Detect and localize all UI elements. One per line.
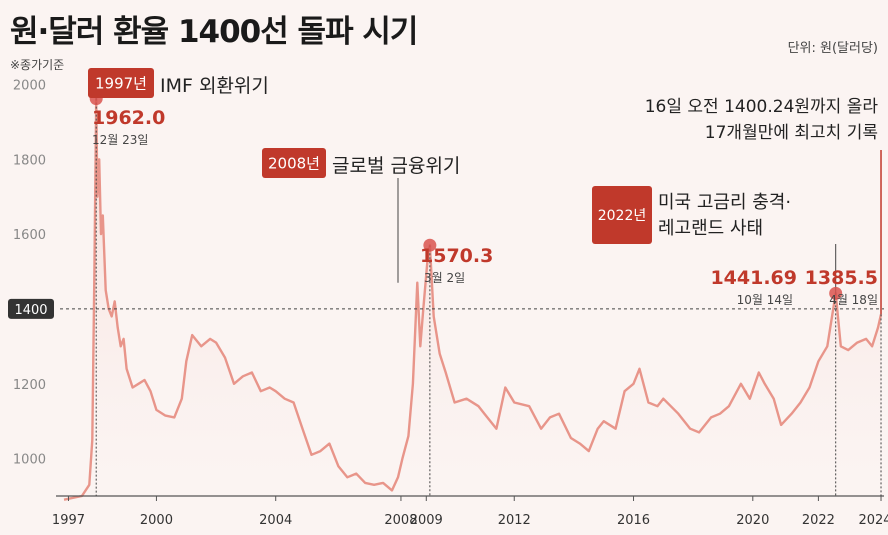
unit-label: 단위: 원(달러당) [787,41,878,56]
y-tick-label: 1800 [13,153,46,168]
ann2022-date: 10월 14일 [737,293,793,307]
x-tick-label: 2009 [410,513,443,528]
ann2008-value: 1570.3 [420,245,493,267]
x-tick-label: 2016 [617,513,650,528]
basis-note: ※종가기준 [10,58,65,72]
y-tick-label: 2000 [13,78,46,93]
x-tick-label: 2020 [736,513,769,528]
ann2024-value: 1385.5 [805,267,878,289]
ann1997-tag-text: 1997년 [95,74,147,92]
x-tick-label: 2024년 [858,513,888,528]
chart-title: 원·달러 환율 1400선 돌파 시기 [10,14,418,50]
ann2022-event-line2: 레고랜드 사태 [658,218,763,239]
ann2024-date: 4월 18일 [829,293,878,307]
ann2008-event: 글로벌 금융위기 [332,155,460,177]
ann1997-value: 1962.0 [92,107,165,129]
ann2022-marker [829,286,843,300]
x-tick-label: 2022 [802,513,835,528]
ann1997-date: 12월 23일 [92,133,148,147]
series-line [63,97,883,501]
x-tick-label: 2004 [259,513,292,528]
y-tick-label: 1000 [13,453,46,468]
x-tick-label: 2008 [384,513,417,528]
ann2022-tag-text: 2022년 [598,208,647,224]
ann2024-note-line2: 17개월만에 최고치 기록 [705,123,878,143]
ann1997-tag-box [88,68,154,98]
ann2008-marker [423,238,437,252]
ann2024-note-line1: 16일 오전 1400.24원까지 올라 [645,97,879,117]
x-tick-label: 2000 [140,513,173,528]
ann2022-event-line1: 미국 고금리 충격· [658,192,791,213]
ann2008-tag-box [262,148,326,178]
ann2008-date: 3월 2일 [424,271,465,285]
series-area [64,98,882,500]
x-tick-label: 1997 [52,513,85,528]
ann2022-tag-box [592,186,652,244]
threshold-label: 1400 [14,303,47,318]
ann2022-value: 1441.69 [710,267,797,289]
threshold-badge [8,298,54,319]
x-tick-label: 2012 [498,513,531,528]
ann1997-event: IMF 외환위기 [160,75,269,97]
ann2008-tag-text: 2008년 [268,154,320,172]
y-tick-label: 1600 [13,228,46,243]
y-tick-label: 1200 [13,378,46,393]
